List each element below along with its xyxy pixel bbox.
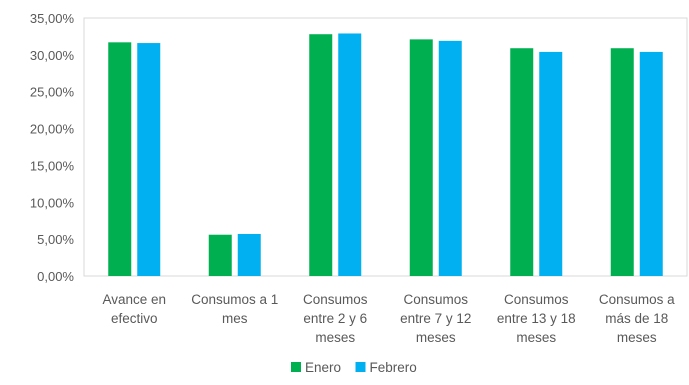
bar-febrero-5 (639, 51, 663, 277)
y-tick-label: 25,00% (30, 85, 75, 100)
y-tick-label: 5,00% (37, 232, 74, 247)
legend-label: Febrero (370, 360, 417, 375)
bar-febrero-2 (338, 33, 362, 277)
y-tick-label: 10,00% (30, 195, 75, 210)
y-tick-label: 20,00% (30, 122, 75, 137)
legend: Enero Febrero (291, 360, 417, 375)
x-category-label: Consumos entre 13 y 18 meses (497, 292, 576, 345)
bar-series-group (108, 33, 663, 277)
y-tick-label: 0,00% (37, 269, 74, 284)
bar-enero-2 (309, 34, 333, 276)
bar-enero-0 (108, 42, 132, 276)
x-category-label: Consumos a más de 18 meses (599, 292, 675, 345)
bar-febrero-3 (438, 40, 462, 277)
bar-febrero-1 (237, 233, 261, 276)
x-category-label: Consumos entre 7 y 12 meses (400, 292, 471, 345)
legend-label: Enero (305, 360, 341, 375)
x-category-label: Consumos a 1 mes (191, 292, 278, 326)
legend-swatch (355, 362, 366, 372)
bar-enero-5 (610, 48, 634, 277)
plot-area (83, 17, 688, 277)
plot-border (83, 17, 688, 277)
bar-enero-4 (510, 48, 534, 277)
y-tick-label: 30,00% (30, 48, 75, 63)
y-axis-tick-labels: 0,00% 5,00% 10,00% 15,00% 20,00% 25,00% 30,00%… (30, 11, 75, 284)
y-tick-label: 35,00% (30, 11, 75, 26)
legend-swatch (291, 362, 301, 372)
bar-febrero-0 (137, 43, 161, 276)
bar-enero-3 (409, 39, 433, 277)
x-axis-category-labels: Avance en efectivo Consumos a 1 mes Consumos… (102, 292, 675, 345)
x-category-label: Consumos entre 2 y 6 meses (303, 292, 368, 345)
x-category-label: Avance en efectivo (102, 292, 166, 326)
bar-enero-1 (208, 234, 232, 276)
y-tick-label: 15,00% (30, 158, 75, 173)
bar-febrero-4 (539, 51, 563, 277)
